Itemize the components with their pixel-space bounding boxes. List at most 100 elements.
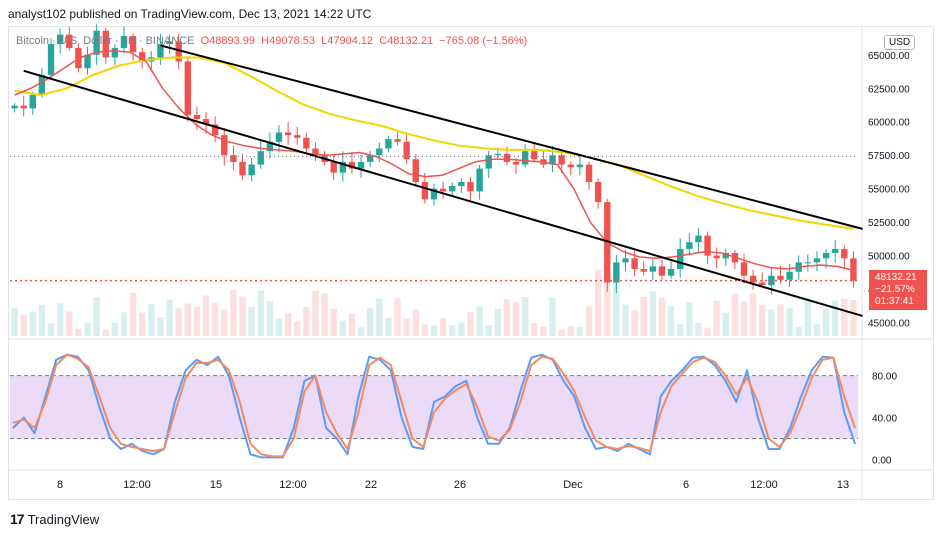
stoch-tick-label: 40.00 <box>872 414 897 425</box>
volume-bar <box>111 322 119 336</box>
volume-bar <box>786 307 793 336</box>
candle-body <box>713 255 720 259</box>
footer-brand[interactable]: 17 TradingView <box>10 511 99 527</box>
time-tick-label: 8 <box>57 479 63 491</box>
currency-button[interactable]: USD <box>884 35 916 50</box>
candle-body <box>430 188 438 200</box>
volume-bar <box>704 328 711 336</box>
candle-body <box>29 94 36 109</box>
time-tick-label: 26 <box>454 479 466 491</box>
price-tick-label: 57500.00 <box>868 151 910 162</box>
price-tick-label: 65000.00 <box>868 51 910 62</box>
volume-bar <box>120 312 128 336</box>
candle-body <box>695 235 702 243</box>
legend-low: L47904.12 <box>321 35 374 47</box>
volume-bar <box>303 306 310 336</box>
candle-body <box>740 262 748 276</box>
candle-body <box>303 137 310 149</box>
time-tick-label: 13 <box>837 479 849 491</box>
volume-bar <box>11 307 18 336</box>
footer-brand-label: TradingView <box>27 511 100 527</box>
volume-bar <box>567 326 574 336</box>
volume-bar <box>658 297 666 336</box>
chart-frame <box>8 26 934 500</box>
ma-slow-line <box>14 56 854 230</box>
volume-bar <box>768 309 775 336</box>
volume-bar <box>348 313 356 336</box>
candle-body <box>221 135 228 156</box>
volume-bar <box>202 295 210 336</box>
candle-body <box>631 258 638 270</box>
volume-bar <box>385 317 392 336</box>
candle-body <box>275 132 283 142</box>
volume-bar <box>221 309 228 336</box>
candle-body <box>467 182 474 192</box>
volume-bar <box>412 309 419 336</box>
legend-symbol[interactable]: Bitcoin · U.S. Dollar · 4H · BINANCE <box>16 35 195 47</box>
price-tick-label: 62500.00 <box>868 84 910 95</box>
volume-bar <box>613 273 620 336</box>
candle-body <box>421 182 429 200</box>
candle-body <box>686 242 693 249</box>
ma-fast-line <box>14 50 854 272</box>
candle-body <box>11 105 18 109</box>
candle-body <box>531 151 538 160</box>
candle-body <box>230 155 237 162</box>
volume-bar <box>157 317 164 336</box>
volume-bar <box>749 293 757 336</box>
time-tick-label: 12:00 <box>279 479 307 491</box>
price-tick-label: 60000.00 <box>868 118 910 129</box>
published-caption: analyst102 published on TradingView.com,… <box>8 7 372 21</box>
candle-body <box>193 115 201 120</box>
candle-body <box>822 252 830 259</box>
candle-body <box>722 252 729 259</box>
candle-body <box>476 168 483 192</box>
candle-body <box>549 155 556 165</box>
candle-body <box>677 248 684 270</box>
candle-body <box>439 188 447 192</box>
volume-bar <box>722 312 729 336</box>
price-tick-label: 52500.00 <box>868 218 910 229</box>
volume-bar <box>257 290 264 336</box>
candle-body <box>786 271 793 280</box>
stoch-tick-label: 0.00 <box>872 456 892 467</box>
legend-change: −765.08 (−1.56%) <box>439 35 528 47</box>
volume-bar <box>376 298 383 336</box>
candle-body <box>38 74 46 95</box>
volume-bar <box>357 327 365 336</box>
candle-body <box>585 164 593 182</box>
volume-bar <box>102 329 109 336</box>
channel-upper-line <box>160 44 863 230</box>
volume-bar <box>558 329 565 336</box>
volume-bar <box>20 315 27 336</box>
candle-body <box>294 135 301 138</box>
candle-body <box>512 161 520 165</box>
legend-high: H49078.53 <box>261 35 315 47</box>
volume-bar <box>740 301 748 336</box>
candle-countdown: 01:37:41 <box>875 296 914 307</box>
volume-bar <box>294 321 301 336</box>
volume-bar <box>476 306 483 336</box>
volume-bar <box>795 327 802 336</box>
candle-body <box>832 248 839 253</box>
volume-bar <box>193 306 201 336</box>
candle-body <box>84 54 91 69</box>
candle-body <box>558 155 565 165</box>
volume-bar <box>248 306 255 336</box>
volume-bar <box>667 306 675 336</box>
candle-body <box>184 61 191 116</box>
volume-bar <box>139 312 146 336</box>
candle-body <box>211 124 219 136</box>
candle-body <box>521 151 529 165</box>
volume-bar <box>540 326 547 336</box>
candle-body <box>266 141 274 152</box>
volume-bar <box>275 318 283 336</box>
volume-bar <box>29 311 36 336</box>
volume-bar <box>531 323 538 336</box>
candle-body <box>804 262 812 264</box>
candle-body <box>357 161 365 169</box>
legend-close: C48132.21 <box>379 35 434 47</box>
volume-bar <box>47 323 55 336</box>
last-price-percent: −21.57% <box>875 284 915 295</box>
